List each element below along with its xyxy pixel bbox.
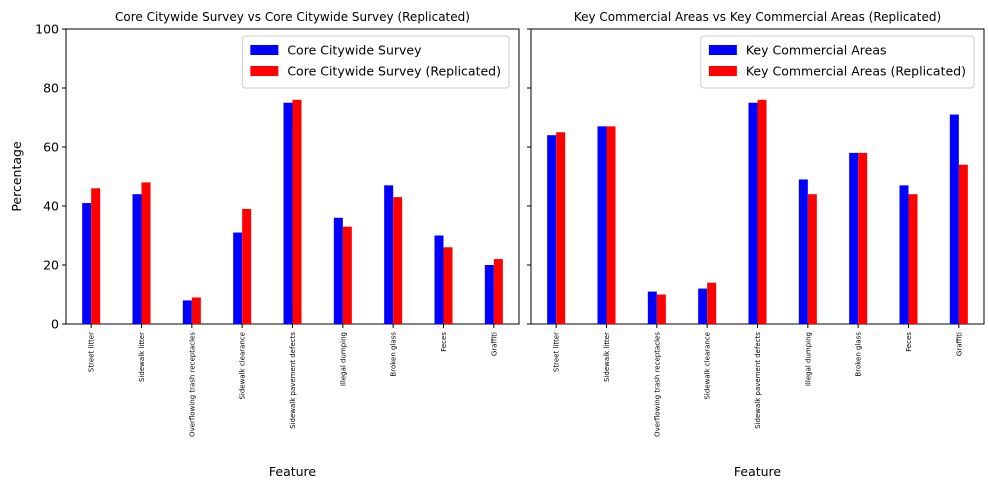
bar-replicated (556, 132, 566, 324)
legend: Core Citywide Survey Core Citywide Survey… (241, 35, 510, 89)
legend-swatch (250, 66, 279, 76)
bar-replicated (342, 226, 352, 324)
bar-original (484, 265, 494, 324)
legend-label: Core Citywide Survey (287, 43, 422, 58)
left-chart-panel: Core Citywide Survey vs Core Citywide Su… (9, 10, 520, 479)
legend-swatch (708, 45, 737, 55)
chart-title: Core Citywide Survey vs Core Citywide Su… (115, 10, 470, 24)
x-tick-label: Sidewalk clearance (704, 332, 712, 400)
legend-box (700, 35, 975, 89)
x-tick-label: Overflowing trash receptacles (653, 332, 661, 437)
x-tick-label: Sidewalk litter (138, 332, 146, 382)
bar-replicated (443, 247, 453, 324)
x-tick-label: Sidewalk clearance (239, 332, 247, 400)
x-tick-label: Broken glass (390, 332, 398, 377)
x-tick-label: Broken glass (855, 332, 863, 377)
legend-swatch (708, 66, 737, 76)
bar-original (82, 203, 92, 324)
bar-original (597, 126, 607, 324)
y-tick-label: 80 (43, 81, 59, 96)
bar-original (547, 135, 557, 324)
bar-replicated (493, 259, 503, 324)
bar-original (798, 179, 808, 324)
x-tick-label: Overflowing trash receptacles (188, 332, 196, 437)
bar-replicated (757, 99, 767, 324)
x-tick-label: Illegal dumping (339, 332, 347, 386)
x-tick-label: Sidewalk pavement defects (754, 332, 762, 429)
y-tick-label: 40 (43, 199, 59, 214)
bar-replicated (191, 297, 201, 324)
chart-title: Key Commercial Areas vs Key Commercial A… (574, 10, 941, 24)
bar-replicated (292, 99, 302, 324)
bar-replicated (141, 182, 151, 324)
bar-original (647, 291, 657, 324)
bar-original (132, 194, 142, 324)
x-tick-label: Feces (905, 332, 913, 352)
x-axis-label: Feature (734, 464, 782, 479)
bar-original (698, 288, 708, 324)
bar-original (182, 300, 192, 324)
bar-replicated (606, 126, 616, 324)
bar-replicated (707, 282, 717, 324)
x-tick-label: Graffiti (955, 332, 963, 356)
bar-replicated (858, 152, 868, 324)
x-tick-label: Feces (440, 332, 448, 352)
x-axis-label: Feature (269, 464, 317, 479)
bar-replicated (807, 194, 817, 324)
bar-replicated (393, 197, 403, 324)
y-tick-label: 60 (43, 140, 59, 155)
x-tick-label: Street litter (553, 332, 561, 372)
legend: Key Commercial Areas Key Commercial Areas… (700, 35, 975, 89)
x-tick-label: Sidewalk litter (603, 332, 611, 382)
x-tick-label: Illegal dumping (804, 332, 812, 386)
bar-original (748, 102, 758, 324)
bar-replicated (958, 164, 968, 324)
bar-original (233, 232, 243, 324)
y-tick-label: 0 (51, 317, 59, 332)
bar-replicated (908, 194, 918, 324)
x-tick-label: Street litter (88, 332, 96, 372)
x-tick-label: Graffiti (490, 332, 498, 356)
x-tick-label: Sidewalk pavement defects (289, 332, 297, 429)
legend-swatch (250, 45, 279, 55)
bar-original (849, 152, 859, 324)
bar-original (384, 185, 394, 324)
bar-original (434, 235, 444, 324)
right-chart-panel: Key Commercial Areas vs Key Commercial A… (527, 10, 985, 479)
legend-label: Core Citywide Survey (Replicated) (287, 64, 501, 79)
bar-original (283, 102, 293, 324)
bar-replicated (656, 294, 666, 324)
y-tick-label: 100 (35, 22, 59, 37)
bar-replicated (91, 188, 101, 324)
bar-original (899, 185, 909, 324)
y-tick-label: 20 (43, 258, 59, 273)
bar-original (949, 114, 959, 324)
bar-replicated (242, 208, 252, 324)
legend-label: Key Commercial Areas (746, 43, 887, 58)
bar-original (333, 217, 343, 324)
legend-box (241, 35, 510, 89)
y-axis-label: Percentage (9, 141, 24, 212)
legend-label: Key Commercial Areas (Replicated) (746, 64, 966, 79)
